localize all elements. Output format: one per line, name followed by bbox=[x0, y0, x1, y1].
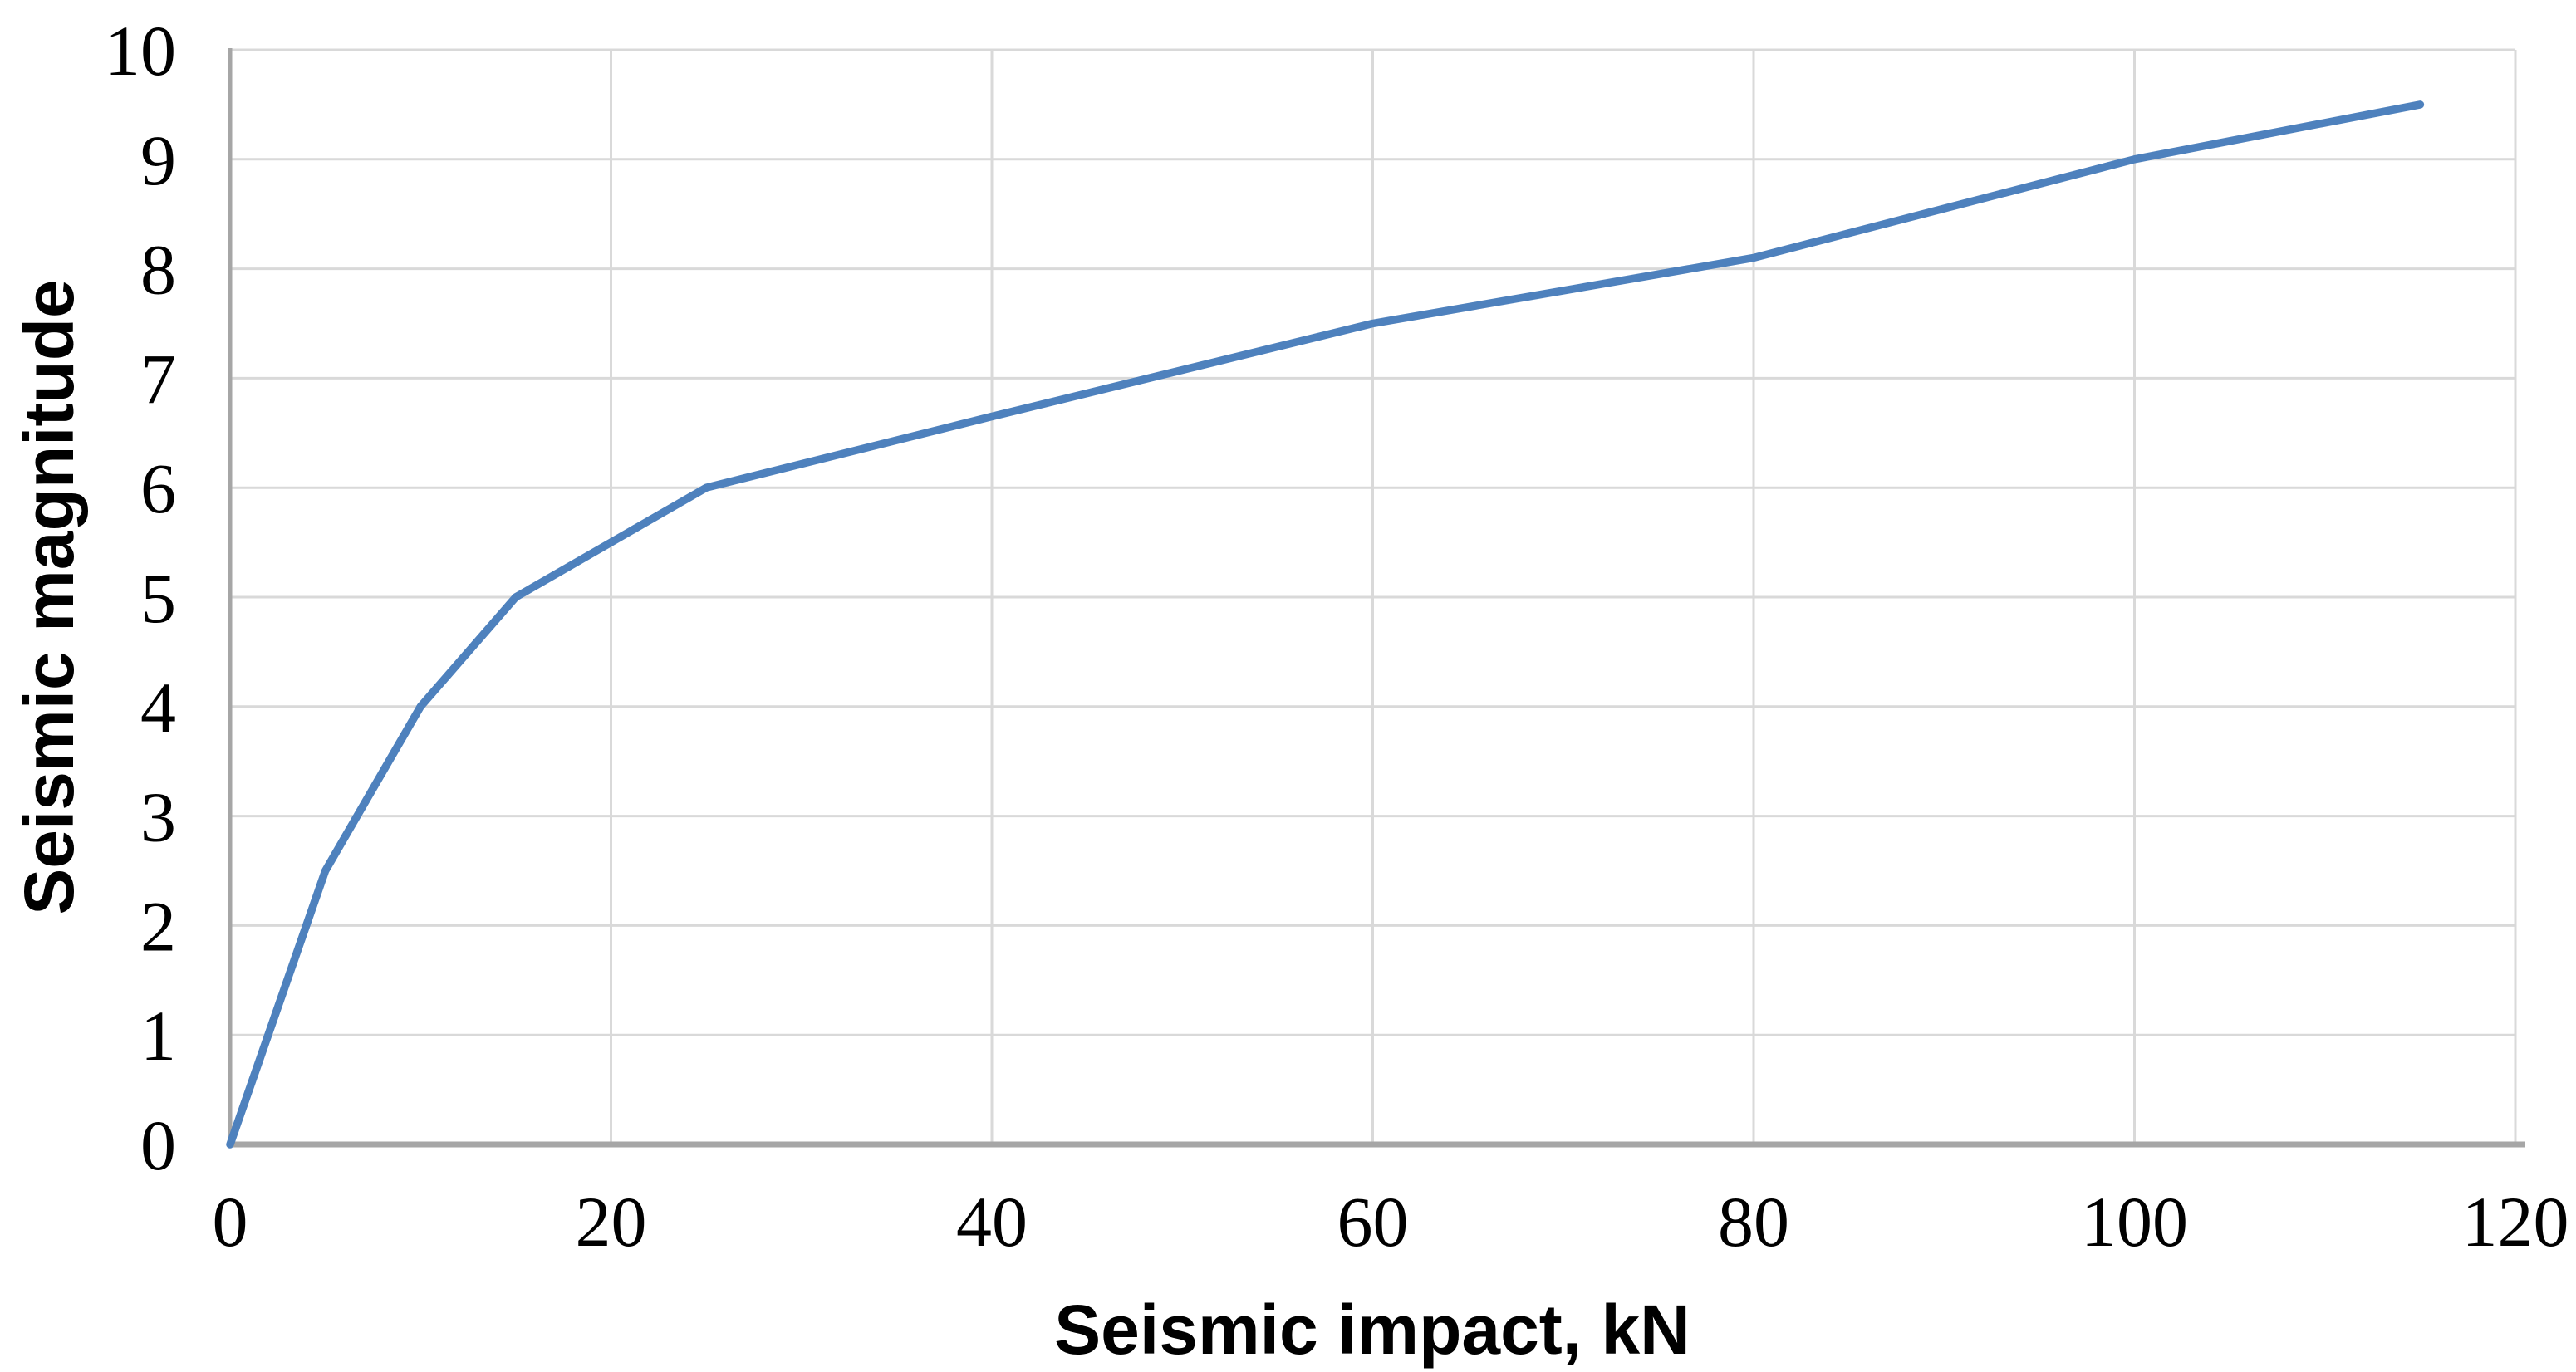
y-tick-label: 4 bbox=[140, 668, 176, 747]
x-tick-label: 100 bbox=[2081, 1182, 2188, 1262]
x-tick-label: 40 bbox=[956, 1182, 1028, 1262]
y-axis-title: Seismic magnitude bbox=[10, 279, 88, 915]
x-tick-label: 0 bbox=[213, 1182, 248, 1262]
y-tick-label: 9 bbox=[140, 120, 176, 200]
y-tick-label: 0 bbox=[140, 1105, 176, 1185]
y-tick-label: 2 bbox=[140, 886, 176, 966]
gridlines bbox=[230, 48, 2517, 1144]
y-tick-label: 6 bbox=[140, 448, 176, 528]
y-tick-label: 7 bbox=[140, 339, 176, 419]
x-tick-label: 120 bbox=[2462, 1182, 2569, 1262]
x-axis-tick-labels: 0 20 40 60 80 100 120 bbox=[213, 1182, 2569, 1262]
y-tick-label: 8 bbox=[140, 230, 176, 310]
y-axis-tick-labels: 0 1 2 3 4 5 6 7 8 9 10 bbox=[105, 11, 176, 1185]
y-tick-label: 5 bbox=[140, 558, 176, 638]
series-line bbox=[226, 100, 2425, 1149]
y-tick-label: 1 bbox=[140, 996, 176, 1076]
x-axis-title: Seismic impact, kN bbox=[1054, 1291, 1690, 1369]
x-tick-label: 80 bbox=[1718, 1182, 1789, 1262]
x-tick-label: 20 bbox=[576, 1182, 647, 1262]
y-tick-label: 10 bbox=[105, 11, 176, 91]
y-tick-label: 3 bbox=[140, 777, 176, 857]
x-tick-label: 60 bbox=[1337, 1182, 1409, 1262]
